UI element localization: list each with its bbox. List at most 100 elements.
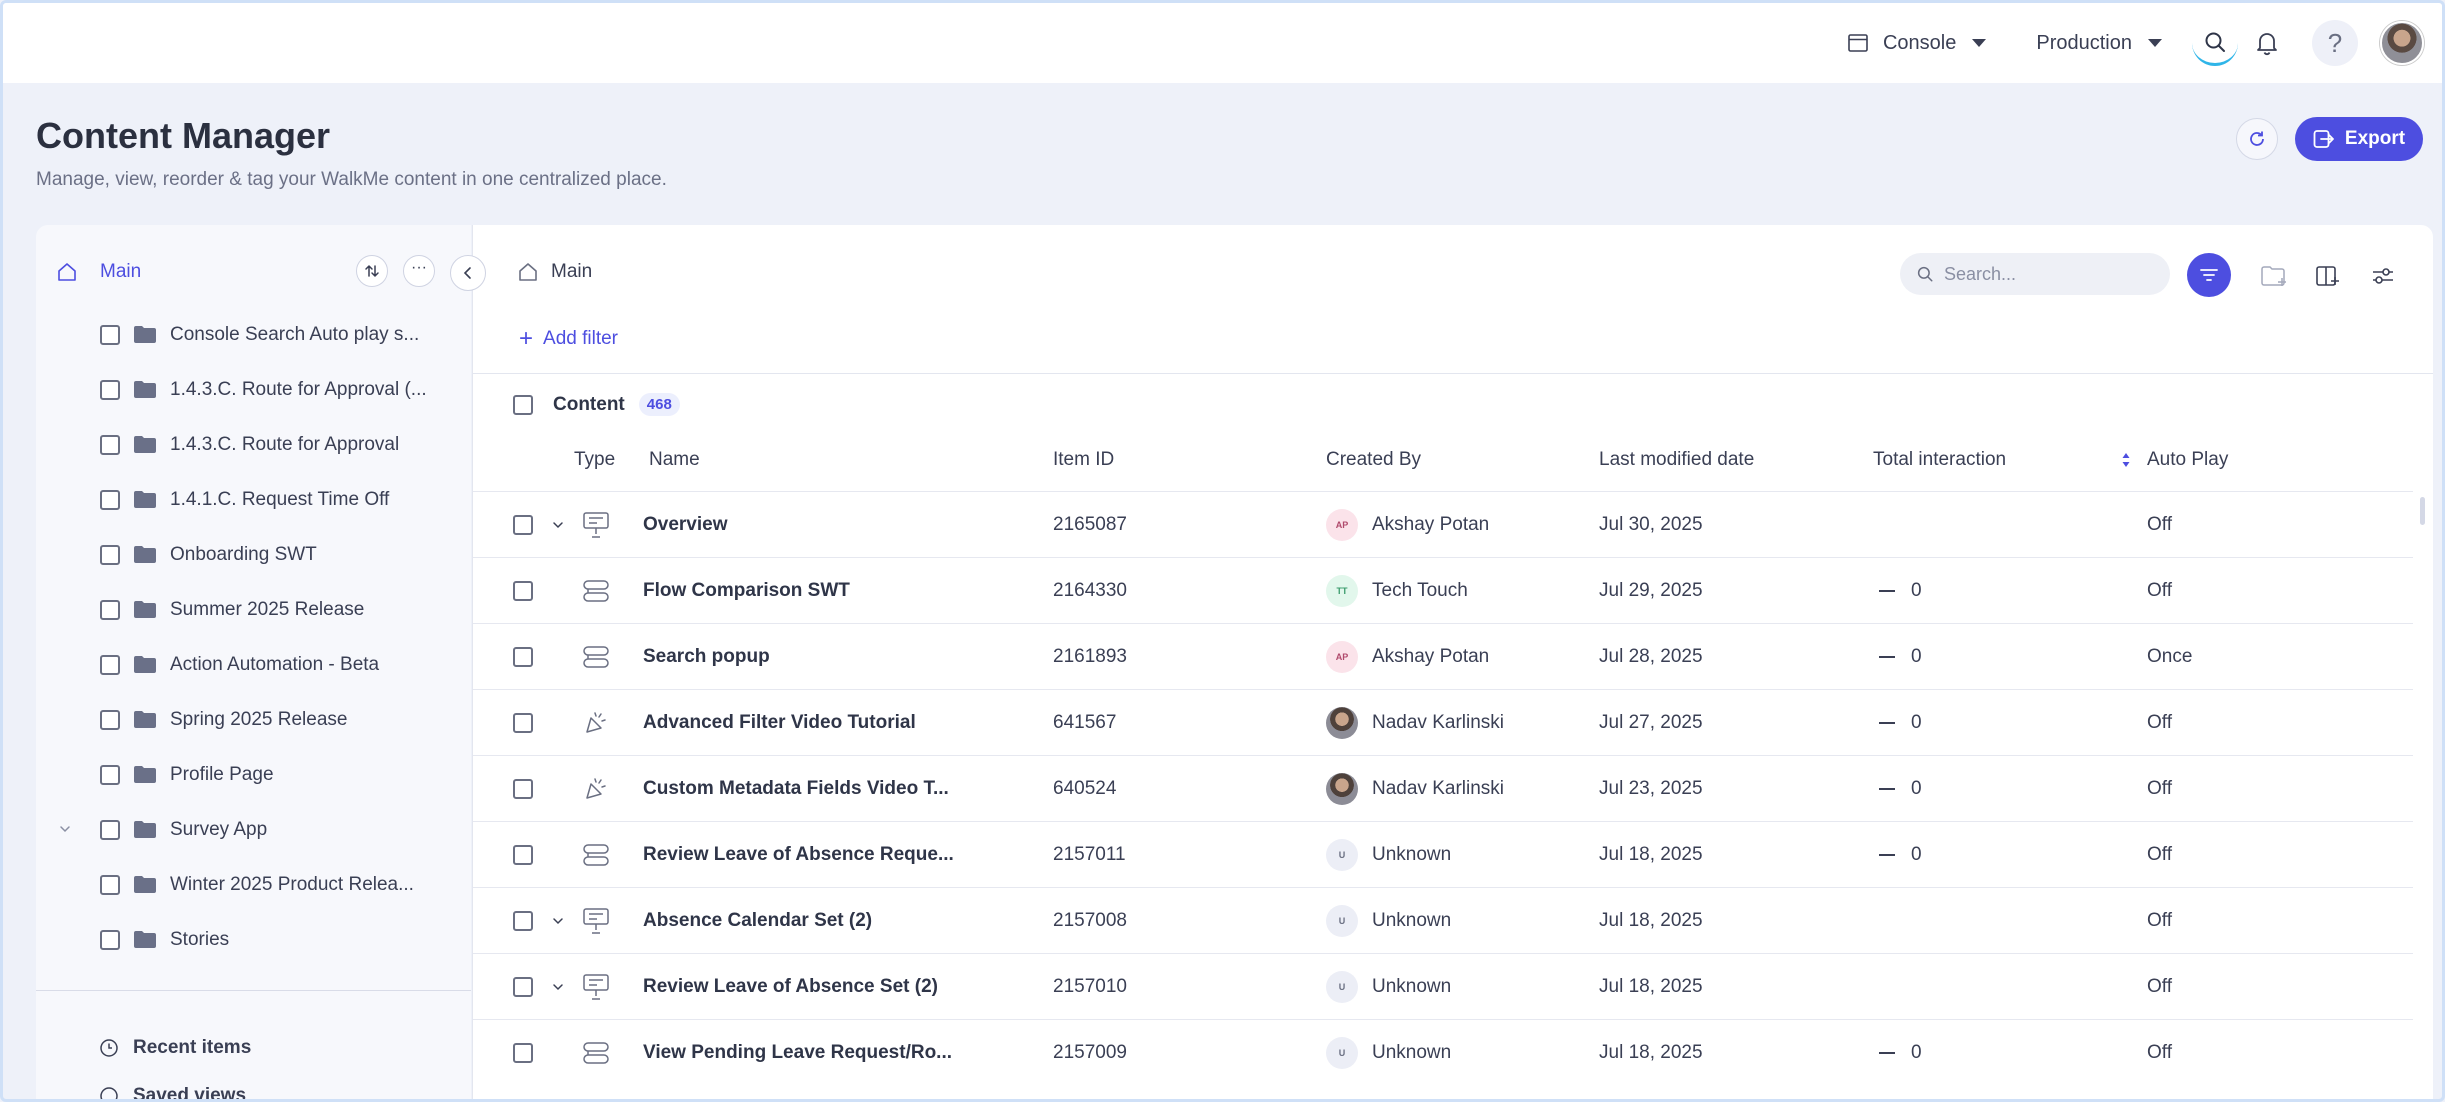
sort-arrows-icon[interactable] <box>2121 451 2131 469</box>
row-modified-date: Jul 28, 2025 <box>1599 645 1703 667</box>
filter-button[interactable] <box>2187 253 2231 297</box>
sidebar-more-button[interactable]: ··· <box>403 255 435 287</box>
folder-item[interactable]: Winter 2025 Product Relea... <box>36 857 471 912</box>
folder-checkbox[interactable] <box>100 324 120 345</box>
chevron-down-icon[interactable] <box>551 980 565 994</box>
chevron-down-icon[interactable] <box>58 822 72 836</box>
row-checkbox[interactable] <box>513 514 533 535</box>
folder-item[interactable]: 1.4.3.C. Route for Approval (... <box>36 362 471 417</box>
row-item-id: 2161893 <box>1053 645 1127 667</box>
columns-button[interactable] <box>2313 261 2343 291</box>
table-row[interactable]: Advanced Filter Video Tutorial 641567 Na… <box>473 689 2413 755</box>
row-name[interactable]: Flow Comparison SWT <box>643 579 850 601</box>
folder-item[interactable]: Summer 2025 Release <box>36 582 471 637</box>
folder-item[interactable]: Spring 2025 Release <box>36 692 471 747</box>
folder-item[interactable]: 1.4.1.C. Request Time Off <box>36 472 471 527</box>
chevron-down-icon[interactable] <box>551 914 565 928</box>
folder-checkbox[interactable] <box>100 874 120 895</box>
refresh-button[interactable] <box>2236 118 2278 160</box>
table-scrollbar[interactable] <box>2420 497 2425 525</box>
folder-item[interactable]: Profile Page <box>36 747 471 802</box>
smart-walkthru-set-icon <box>583 973 609 1000</box>
column-header-created-by[interactable]: Created By <box>1326 449 1422 470</box>
row-created-by: TT Tech Touch <box>1326 574 1468 607</box>
row-name[interactable]: Advanced Filter Video Tutorial <box>643 711 916 733</box>
saved-views-link[interactable]: Saved views <box>99 1085 246 1099</box>
column-header-total-interaction[interactable]: Total interaction <box>1873 449 2007 470</box>
row-name[interactable]: Absence Calendar Set (2) <box>643 909 873 931</box>
column-header-last-modified[interactable]: Last modified date <box>1599 449 1755 470</box>
table-row[interactable]: Custom Metadata Fields Video T... 640524… <box>473 755 2413 821</box>
table-row[interactable]: View Pending Leave Request/Ro... 2157009… <box>473 1019 2413 1085</box>
column-header-auto-play[interactable]: Auto Play <box>2147 449 2229 470</box>
folder-list: Console Search Auto play s... 1.4.3.C. R… <box>36 307 471 967</box>
sidebar-root-item[interactable]: Main <box>56 261 141 283</box>
recent-items-label: Recent items <box>133 1037 252 1058</box>
folder-item[interactable]: Stories <box>36 912 471 967</box>
row-name[interactable]: Custom Metadata Fields Video T... <box>643 777 949 799</box>
column-header-item-id[interactable]: Item ID <box>1053 449 1115 470</box>
table-row[interactable]: Absence Calendar Set (2) 2157008 U Unknow… <box>473 887 2413 953</box>
search-input[interactable] <box>1944 263 2144 285</box>
table-row[interactable]: Review Leave of Absence Reque... 2157011… <box>473 821 2413 887</box>
folder-checkbox[interactable] <box>100 489 120 510</box>
table-row[interactable]: Overview 2165087 AP Akshay Potan Jul 30, … <box>473 491 2413 557</box>
row-checkbox[interactable] <box>513 646 533 667</box>
collapse-sidebar-button[interactable] <box>450 255 486 291</box>
row-name[interactable]: Search popup <box>643 645 770 667</box>
chevron-down-icon[interactable] <box>551 518 565 532</box>
search-button[interactable] <box>2192 20 2238 66</box>
table-row[interactable]: Flow Comparison SWT 2164330 TT Tech Touch… <box>473 557 2413 623</box>
recent-items-link[interactable]: Recent items <box>99 1037 251 1059</box>
settings-button[interactable] <box>2368 261 2398 291</box>
row-name[interactable]: Review Leave of Absence Set (2) <box>643 975 938 997</box>
export-button[interactable]: Export <box>2295 117 2423 161</box>
row-checkbox[interactable] <box>513 976 533 997</box>
folder-checkbox[interactable] <box>100 819 120 840</box>
notifications-button[interactable] <box>2244 20 2290 66</box>
environment-switcher[interactable]: Production <box>2036 32 2162 55</box>
add-filter-button[interactable]: + Add filter <box>519 327 618 351</box>
column-header-type[interactable]: Type <box>574 449 616 470</box>
window-icon <box>1848 34 1868 52</box>
folder-checkbox[interactable] <box>100 599 120 620</box>
folder-label: 1.4.1.C. Request Time Off <box>170 488 390 510</box>
row-auto-play: Off <box>2147 777 2172 799</box>
folder-item[interactable]: 1.4.3.C. Route for Approval <box>36 417 471 472</box>
folder-checkbox[interactable] <box>100 544 120 565</box>
folder-checkbox[interactable] <box>100 929 120 950</box>
console-switcher[interactable]: Console <box>1847 32 1987 55</box>
folder-checkbox[interactable] <box>100 654 120 675</box>
new-folder-button[interactable] <box>2259 261 2289 291</box>
table-row[interactable]: Review Leave of Absence Set (2) 2157010 … <box>473 953 2413 1019</box>
folder-item[interactable]: Onboarding SWT <box>36 527 471 582</box>
select-all-checkbox[interactable] <box>513 394 533 415</box>
folder-checkbox[interactable] <box>100 709 120 730</box>
column-header-name[interactable]: Name <box>649 449 700 470</box>
row-checkbox[interactable] <box>513 1042 533 1063</box>
folder-checkbox[interactable] <box>100 379 120 400</box>
folder-checkbox[interactable] <box>100 764 120 785</box>
row-checkbox[interactable] <box>513 778 533 799</box>
row-checkbox[interactable] <box>513 844 533 865</box>
row-checkbox[interactable] <box>513 712 533 733</box>
folder-checkbox[interactable] <box>100 434 120 455</box>
row-name[interactable]: Review Leave of Absence Reque... <box>643 843 954 865</box>
search-field[interactable] <box>1900 253 2170 295</box>
user-avatar[interactable] <box>2380 21 2424 65</box>
row-name[interactable]: View Pending Leave Request/Ro... <box>643 1041 953 1063</box>
smart-walkthru-set-icon <box>583 511 609 538</box>
sort-button[interactable] <box>356 255 388 287</box>
breadcrumb[interactable]: Main <box>517 261 592 283</box>
row-auto-play: Off <box>2147 1041 2172 1063</box>
row-checkbox[interactable] <box>513 580 533 601</box>
row-name[interactable]: Overview <box>643 513 728 535</box>
row-checkbox[interactable] <box>513 910 533 931</box>
folder-item[interactable]: Action Automation - Beta <box>36 637 471 692</box>
folder-label: Winter 2025 Product Relea... <box>170 873 414 895</box>
help-button[interactable]: ? <box>2312 20 2358 66</box>
folder-item[interactable]: Console Search Auto play s... <box>36 307 471 362</box>
table-row[interactable]: Search popup 2161893 AP Akshay Potan Jul … <box>473 623 2413 689</box>
folder-item[interactable]: Survey App <box>36 802 471 857</box>
